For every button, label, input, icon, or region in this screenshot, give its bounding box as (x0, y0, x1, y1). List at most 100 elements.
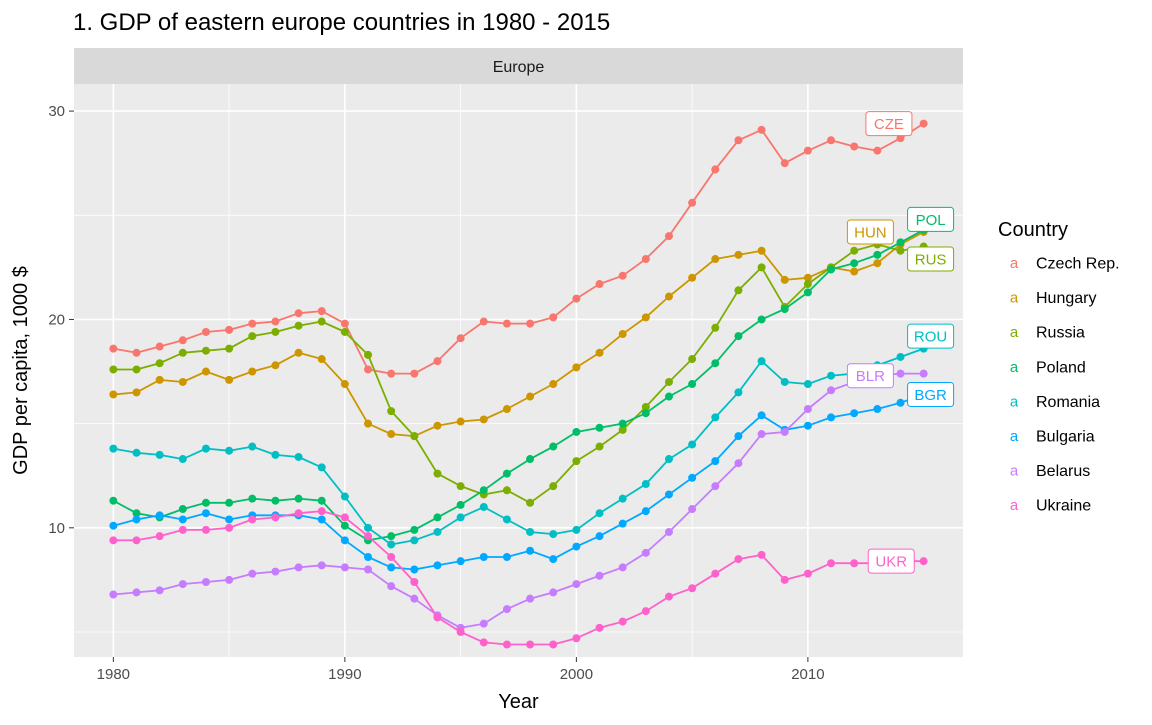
data-point (734, 555, 743, 564)
data-point (502, 605, 511, 614)
legend-item: a Belarus (1010, 463, 1090, 481)
data-point (595, 280, 604, 289)
end-label-text: ROU (914, 329, 947, 346)
data-point (734, 136, 743, 145)
data-point (178, 336, 187, 345)
data-point (549, 380, 558, 389)
data-point (340, 513, 349, 522)
x-tick-label: 1980 (97, 666, 130, 683)
end-label-text: RUS (915, 252, 947, 269)
data-point (827, 413, 836, 422)
data-point (827, 386, 836, 395)
data-point (317, 496, 326, 505)
data-point (479, 502, 488, 511)
data-point (225, 498, 234, 507)
end-label-text: UKR (875, 554, 907, 571)
legend-item: a Hungary (1010, 290, 1097, 308)
data-point (155, 532, 164, 541)
data-point (502, 469, 511, 478)
data-point (201, 444, 210, 453)
data-point (155, 450, 164, 459)
data-point (757, 430, 766, 439)
data-point (572, 634, 581, 643)
data-point (248, 367, 257, 376)
data-point (896, 238, 905, 247)
data-point (410, 565, 419, 574)
data-point (456, 417, 465, 426)
data-point (572, 525, 581, 534)
end-label-box (907, 381, 955, 407)
data-point (734, 332, 743, 341)
data-point (456, 557, 465, 566)
data-point (803, 273, 812, 282)
data-point (109, 590, 118, 599)
data-point (294, 321, 303, 330)
legend-label: Hungary (1036, 290, 1096, 307)
legend-key: a (1010, 428, 1019, 445)
end-label-box (846, 363, 894, 389)
data-point (873, 405, 882, 414)
data-point (896, 352, 905, 361)
data-point (271, 513, 280, 522)
data-point (711, 569, 720, 578)
data-point (664, 377, 673, 386)
data-point (688, 380, 697, 389)
end-label-text: BGR (914, 387, 947, 404)
data-point (479, 317, 488, 326)
data-point (248, 332, 257, 341)
data-point (641, 607, 650, 616)
data-point (340, 327, 349, 336)
data-point (294, 563, 303, 572)
legend-key: a (1010, 324, 1019, 341)
data-point (340, 319, 349, 328)
data-point (827, 136, 836, 145)
end-label-rus: RUS (907, 246, 955, 272)
data-point (201, 346, 210, 355)
data-point (664, 292, 673, 301)
end-label-text: BLR (856, 368, 885, 385)
data-point (526, 527, 535, 536)
data-point (827, 265, 836, 274)
legend-key: a (1010, 359, 1019, 376)
data-point (317, 561, 326, 570)
data-point (618, 494, 627, 503)
data-point (109, 390, 118, 399)
data-point (317, 355, 326, 364)
data-point (155, 586, 164, 595)
data-point (919, 369, 928, 378)
data-point (526, 498, 535, 507)
data-point (734, 286, 743, 295)
data-point (317, 317, 326, 326)
data-point (618, 519, 627, 528)
data-point (178, 505, 187, 514)
data-point (572, 580, 581, 589)
data-point (549, 555, 558, 564)
data-point (919, 119, 928, 128)
end-label-box (907, 206, 955, 232)
data-point (456, 627, 465, 636)
data-point (479, 619, 488, 628)
x-tick-label: 1990 (328, 666, 361, 683)
data-point (711, 482, 720, 491)
series-czech-rep (109, 119, 928, 378)
legend-title: Country (998, 219, 1068, 241)
data-point (641, 409, 650, 418)
data-point (641, 480, 650, 489)
legend-label: Poland (1036, 359, 1086, 376)
facet-strip-label: Europe (493, 59, 545, 76)
data-point (526, 546, 535, 555)
data-point (526, 319, 535, 328)
data-point (850, 246, 859, 255)
data-point (803, 569, 812, 578)
data-point (757, 550, 766, 559)
data-point (850, 267, 859, 276)
data-point (248, 494, 257, 503)
data-point (479, 638, 488, 647)
data-point (109, 521, 118, 530)
data-point (201, 367, 210, 376)
data-point (827, 559, 836, 568)
data-point (595, 509, 604, 518)
data-point (271, 327, 280, 336)
